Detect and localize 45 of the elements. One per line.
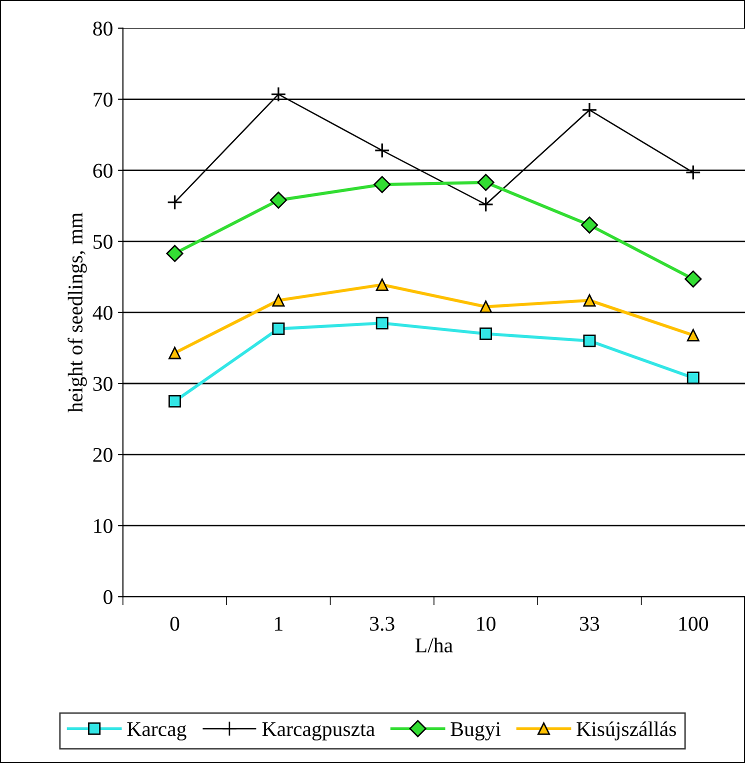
point xyxy=(686,372,700,384)
point xyxy=(270,86,286,102)
point xyxy=(685,164,701,180)
y-tick-label: 40 xyxy=(92,306,112,320)
point xyxy=(480,328,492,340)
x-tick-label: 33 xyxy=(580,616,600,631)
x-tick-label: 1 xyxy=(275,616,282,631)
x-tick-label: 0 xyxy=(170,616,180,631)
y-axis-title: height of seedlings, mm xyxy=(68,212,87,412)
point xyxy=(374,142,390,158)
point xyxy=(166,194,183,210)
point xyxy=(376,278,388,291)
y-tick-label: 60 xyxy=(93,164,112,178)
point xyxy=(480,300,492,314)
point xyxy=(580,216,598,234)
y-tick-label: 30 xyxy=(93,376,112,391)
point xyxy=(272,294,285,307)
y-tick-label: 0 xyxy=(104,590,112,604)
point xyxy=(582,102,598,118)
point xyxy=(376,316,388,330)
y-tick-label: 80 xyxy=(93,22,112,36)
point xyxy=(272,322,285,336)
y-tick-label: 10 xyxy=(94,518,112,534)
x-tick-label: 3.3 xyxy=(370,616,394,631)
y-tick-label: 20 xyxy=(93,448,112,462)
legend-label: Kisújszállás xyxy=(576,721,676,740)
point xyxy=(270,192,287,209)
point xyxy=(583,334,596,348)
x-axis-title: L/ha xyxy=(415,638,453,652)
point xyxy=(583,294,596,307)
legend-label: Bugyi xyxy=(450,722,501,740)
x-tick-label: 100 xyxy=(679,616,708,631)
x-tick-label: 10 xyxy=(477,616,496,631)
legend-label: Karcag xyxy=(127,722,186,740)
point xyxy=(478,196,494,212)
point xyxy=(684,270,702,288)
y-tick-label: 50 xyxy=(94,234,112,249)
point xyxy=(374,176,391,194)
point xyxy=(168,346,182,360)
point xyxy=(686,328,700,342)
point xyxy=(168,395,182,408)
point xyxy=(477,174,494,191)
point xyxy=(166,244,184,262)
legend-label: Karcagpuszta xyxy=(262,722,375,740)
y-tick-label: 70 xyxy=(94,92,112,107)
